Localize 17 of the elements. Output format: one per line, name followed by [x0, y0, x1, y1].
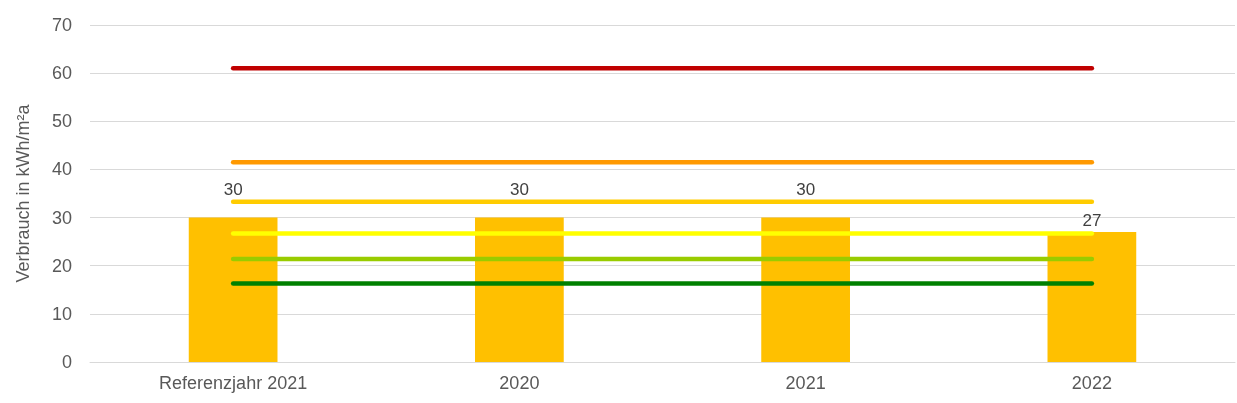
- y-tick-label: 40: [51, 159, 72, 180]
- y-tick-label: 30: [51, 207, 72, 228]
- x-tick-label: 2022: [1071, 373, 1112, 393]
- y-tick-label: 20: [51, 255, 72, 276]
- y-tick-label: 50: [51, 111, 72, 132]
- y-tick-label: 60: [51, 63, 72, 84]
- data-label: 30: [223, 180, 243, 200]
- x-tick-label: 2020: [499, 373, 540, 393]
- y-axis-title: Verbrauch in kWh/m²a: [13, 103, 33, 283]
- data-label: 30: [509, 180, 529, 200]
- data-label: 27: [1082, 210, 1102, 230]
- x-tick-label: 2021: [785, 373, 826, 393]
- x-tick-label: Referenzjahr 2021: [159, 373, 308, 393]
- data-label: 30: [796, 180, 816, 200]
- y-tick-label: 0: [61, 352, 72, 372]
- y-tick-label: 70: [51, 15, 72, 35]
- y-tick-label: 10: [51, 303, 72, 324]
